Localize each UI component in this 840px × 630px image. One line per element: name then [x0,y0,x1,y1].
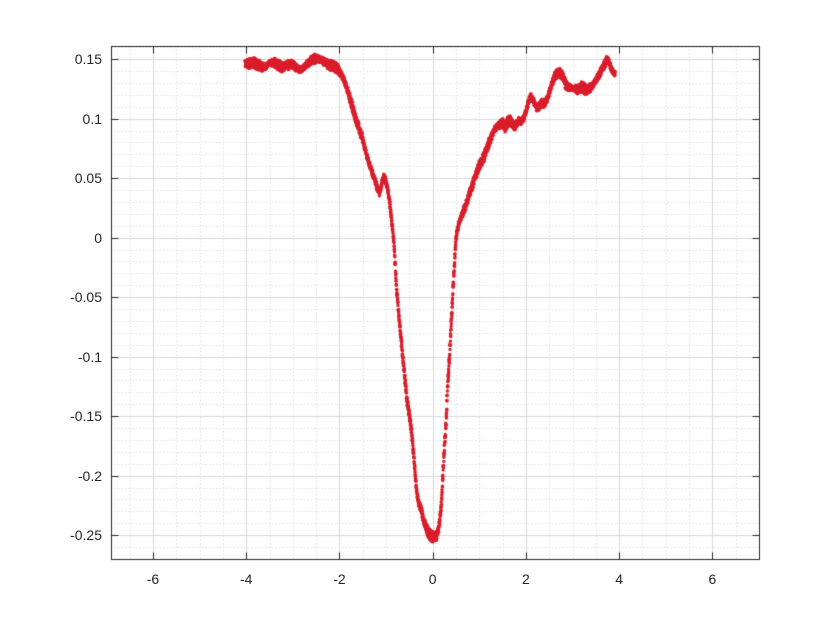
x-tick-label: 6 [708,571,717,587]
x-tick-label: -6 [146,571,160,587]
y-tick-label: -0.1 [77,348,102,365]
y-tick-label: 0.05 [74,170,102,187]
x-tick-label: 0 [428,571,437,587]
y-tick-label: -0.2 [77,467,102,484]
x-tick-label: 2 [522,571,530,587]
x-tick-label: -2 [333,571,346,587]
x-tick-label: -4 [239,571,253,587]
y-tick-label: -0.05 [70,289,102,306]
y-tick-label: -0.25 [70,527,102,544]
y-tick-label: 0 [94,229,102,246]
y-tick-label: -0.15 [70,408,102,425]
y-tick-label: 0.1 [82,110,102,127]
x-tick-label: 4 [615,571,624,587]
y-tick-label: 0.15 [74,51,102,68]
